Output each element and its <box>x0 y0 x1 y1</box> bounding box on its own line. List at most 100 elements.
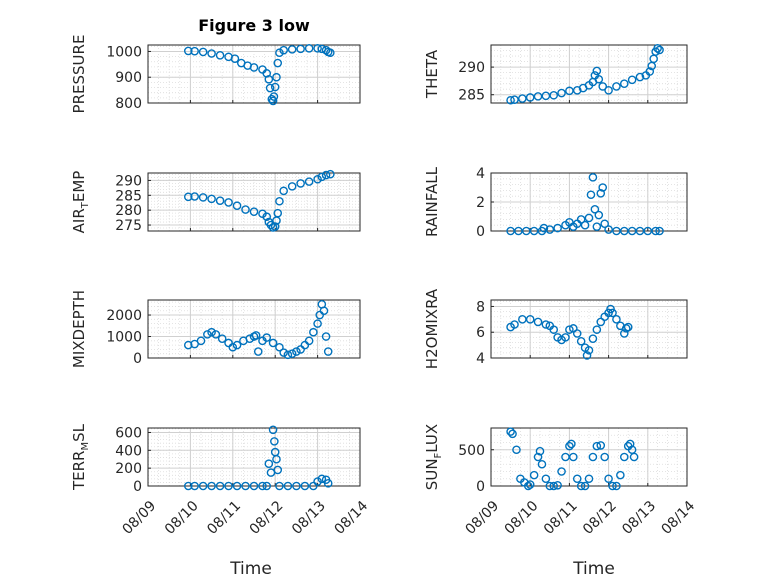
data-point <box>224 198 233 207</box>
data-point <box>608 481 617 491</box>
data-point <box>273 465 283 475</box>
data-point <box>655 45 664 55</box>
data-point <box>321 332 331 341</box>
y-tick-label: 0 <box>476 479 485 495</box>
y-tick-label: 500 <box>458 443 485 459</box>
data-point <box>541 320 551 329</box>
x-tick-label: 08/12 <box>580 498 620 538</box>
data-point <box>600 452 609 462</box>
data-point <box>309 327 318 337</box>
data-point <box>270 82 280 92</box>
data-point <box>304 177 314 186</box>
data-point <box>211 330 221 339</box>
y-axis-label-main: H2OMIXRA <box>423 288 441 369</box>
data-point <box>273 208 283 218</box>
data-point <box>651 226 660 236</box>
data-point <box>323 347 333 356</box>
y-axis-label-suffix: SL <box>70 423 88 442</box>
data-point <box>576 215 586 224</box>
x-tick-label: 08/14 <box>658 498 698 538</box>
data-point <box>565 441 574 451</box>
data-point <box>232 340 242 350</box>
data-point <box>506 427 515 436</box>
data-point <box>275 48 284 58</box>
x-axis-label-left: Time <box>229 559 272 579</box>
data-point <box>508 429 517 439</box>
subplot-8: 0 500 08/09 08/10 08/11 08/12 08/13 08/14 SUNFLU… <box>423 424 698 538</box>
data-point <box>268 96 278 106</box>
y-axis-label-main: AIR <box>70 208 88 233</box>
data-point <box>584 213 594 223</box>
data-point <box>264 74 274 84</box>
y-axis-label-suffix: LUX <box>423 424 441 453</box>
data-point <box>525 93 535 102</box>
data-point <box>598 82 608 91</box>
data-point <box>557 467 566 476</box>
data-point <box>529 470 539 480</box>
y-tick-label: 2 <box>476 195 485 211</box>
y-tick-label: 285 <box>458 88 485 104</box>
y-axis-label: RAINFALL <box>423 166 441 237</box>
data-point <box>287 182 297 191</box>
data-point <box>549 90 559 100</box>
data-point <box>525 315 535 324</box>
axes-box <box>147 427 361 487</box>
data-point <box>253 347 263 356</box>
y-tick-label: 1000 <box>106 330 142 346</box>
data-point <box>287 349 297 359</box>
data-point <box>232 201 242 211</box>
data-point <box>326 169 335 179</box>
data-point <box>215 51 225 60</box>
data-point <box>549 325 559 334</box>
data-point <box>588 334 598 343</box>
data-point <box>623 322 633 332</box>
data-point <box>604 474 613 484</box>
data-point <box>612 315 621 324</box>
data-point <box>313 44 322 53</box>
y-axis-label: H2OMIXRA <box>423 288 441 369</box>
y-tick-label: 0 <box>133 479 142 495</box>
y-axis-label: THETA <box>423 49 441 99</box>
data-point <box>228 342 238 352</box>
subplot-4: 0 2 4 RAINFALL <box>423 166 688 240</box>
y-tick-label: 400 <box>115 443 142 459</box>
data-point <box>300 481 310 491</box>
data-point <box>625 439 635 449</box>
y-tick-label: 1000 <box>106 44 142 60</box>
subplot-5: 0 1000 2000 MIXDEPTH <box>70 290 361 368</box>
data-point <box>249 481 259 491</box>
data-point <box>565 325 574 334</box>
x-tick-label: 08/09 <box>462 498 502 538</box>
data-point <box>612 481 621 491</box>
x-tick-label: 08/13 <box>289 498 329 538</box>
data-point <box>572 329 582 338</box>
y-tick-label: 4 <box>476 351 485 367</box>
data-point <box>539 223 549 233</box>
data-point <box>525 480 535 489</box>
y-axis-label-subscript: F <box>433 452 444 458</box>
y-axis-label-main: MIXDEPTH <box>70 290 88 368</box>
data-point <box>608 308 617 318</box>
data-point <box>279 186 288 196</box>
data-point <box>321 170 331 180</box>
data-point <box>561 333 570 342</box>
y-tick-label: 285 <box>115 188 142 204</box>
data-point <box>272 72 281 82</box>
data-point <box>653 44 662 53</box>
y-axis-label: MIXDEPTH <box>70 290 88 368</box>
data-point <box>296 179 305 188</box>
y-tick-label: 290 <box>458 60 485 76</box>
x-tick-label: 08/13 <box>619 498 659 538</box>
data-point <box>262 333 272 342</box>
data-point <box>207 481 216 491</box>
data-point <box>518 94 527 103</box>
data-point <box>283 350 293 360</box>
data-point <box>506 95 515 105</box>
data-point <box>304 44 314 53</box>
data-point <box>313 477 322 486</box>
data-point <box>580 481 590 491</box>
y-tick-label: 900 <box>115 70 142 86</box>
data-point <box>183 340 193 350</box>
data-point <box>275 342 284 352</box>
data-point <box>576 336 586 346</box>
